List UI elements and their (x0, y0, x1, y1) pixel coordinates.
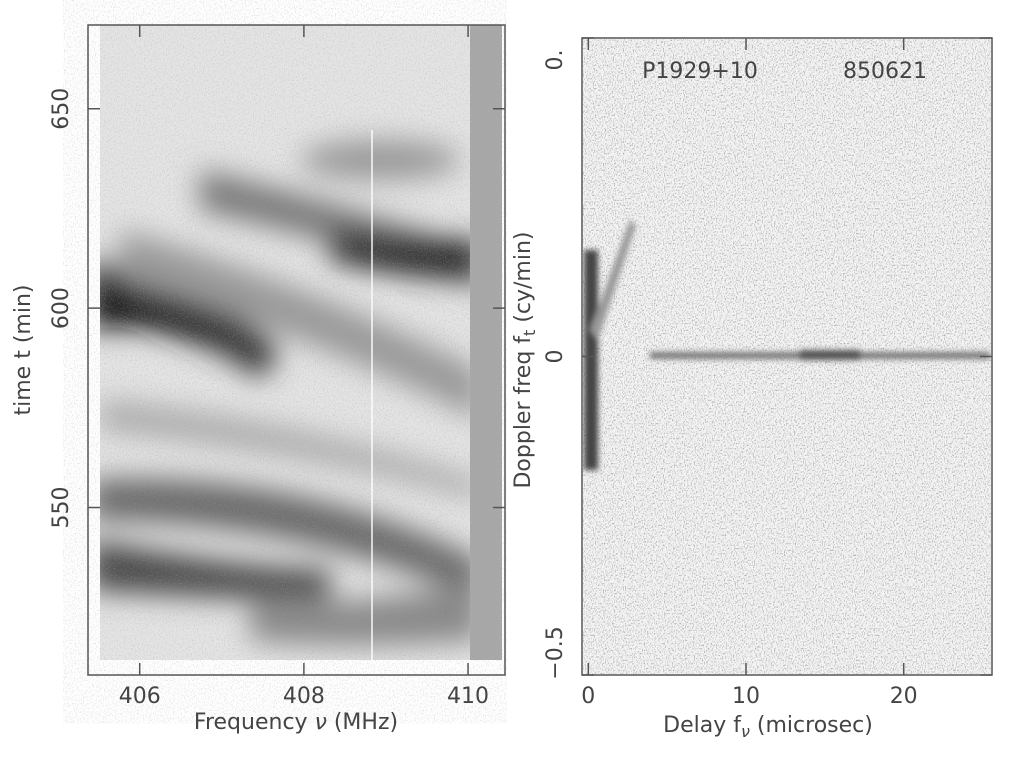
y-tick-label: 0 (543, 350, 568, 364)
y-tick-label: 600 (49, 287, 74, 329)
x-axis-label: Delay fν (microsec) (663, 713, 873, 741)
dynamic-spectrum-image (100, 25, 502, 660)
y-tick-label: 650 (49, 88, 74, 130)
x-tick-label: 20 (890, 684, 918, 709)
y-tick-label: 0. (543, 50, 568, 71)
x-tick-label: 406 (119, 684, 161, 709)
y-tick-label: 550 (49, 487, 74, 529)
chart-title: P1929+10 (642, 59, 758, 84)
y-axis-label: time t (min) (11, 285, 36, 416)
x-axis-label: Frequency ν (MHz) (194, 710, 398, 735)
x-tick-label: 10 (732, 684, 760, 709)
y-tick-label: −0.5 (543, 626, 568, 679)
plot-frame (87, 24, 506, 676)
y-axis-label: Doppler freq ft (cy/min) (511, 231, 539, 488)
x-tick-label: 0 (581, 684, 595, 709)
annotation: 850621 (843, 59, 927, 84)
x-tick-label: 410 (447, 684, 489, 709)
x-tick-label: 408 (283, 684, 325, 709)
secondary-spectrum-image (583, 39, 991, 674)
